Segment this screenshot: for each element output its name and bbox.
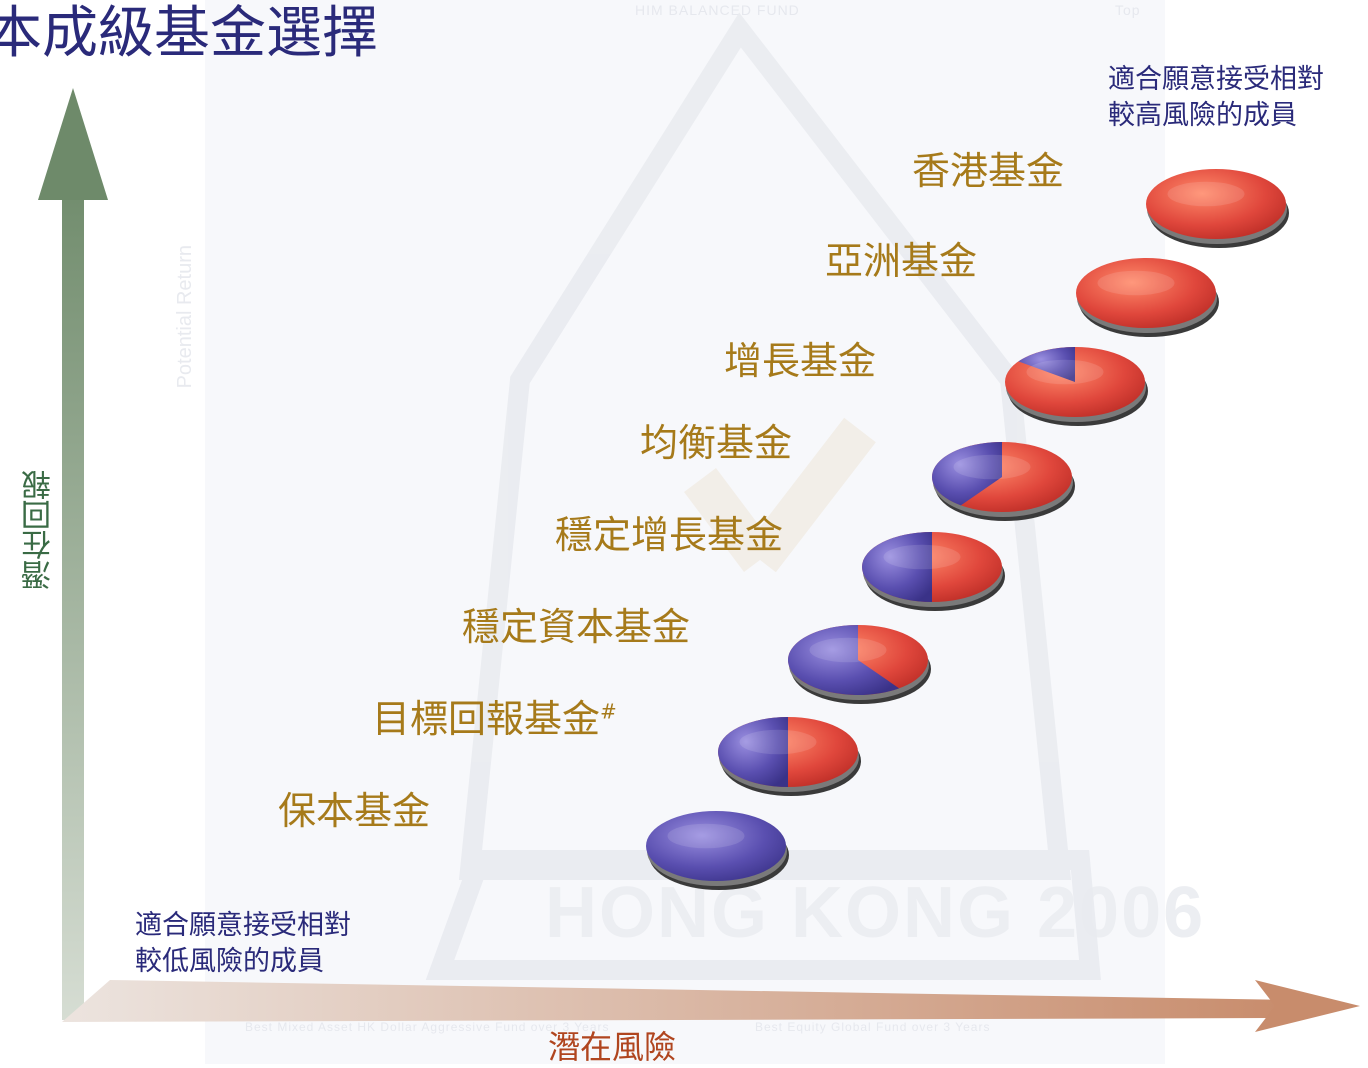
fund-disc-1	[1146, 169, 1289, 248]
fund-disc-red-slice	[1076, 258, 1216, 328]
fund-disc-blue-slice	[932, 442, 1002, 506]
watermark-top-text: HIM BALANCED FUND	[635, 2, 800, 18]
y-axis-arrow	[38, 88, 108, 1020]
fund-disc-2	[1076, 258, 1219, 337]
fund-disc-highlight	[1097, 270, 1175, 296]
fund-label-asia: 亞洲基金	[825, 239, 978, 283]
fund-label-hong-kong: 香港基金	[912, 149, 1065, 193]
fund-disc-3	[1005, 347, 1148, 426]
fund-disc-blue-slice	[787, 625, 900, 695]
fund-disc-highlight	[883, 544, 961, 570]
fund-label-balanced: 均衡基金	[640, 421, 793, 465]
fund-label-capital-guaranteed: 保本基金	[278, 789, 431, 833]
fund-disc-highlight	[809, 637, 887, 663]
fund-disc-blue-slice	[1018, 347, 1075, 382]
fund-disc-highlight	[953, 454, 1031, 480]
x-axis-arrow	[62, 980, 1360, 1032]
fund-label-growth: 增長基金	[724, 339, 877, 383]
high-risk-note-line-1: 適合願意接受相對	[1108, 64, 1324, 95]
fund-disc-5	[862, 532, 1005, 611]
fund-disc-6	[787, 625, 931, 704]
high-risk-note-line-2: 較高風險的成員	[1108, 100, 1297, 131]
x-axis-label: 潛在風險	[548, 1028, 677, 1066]
fund-disc-red-slice	[1146, 169, 1286, 239]
fund-label-target-return-text: 目標回報基金	[372, 697, 601, 741]
fund-disc-blue-slice	[718, 717, 788, 787]
page-title: 本成級基金選擇	[0, 1, 378, 66]
fund-disc-7	[718, 717, 861, 796]
fund-disc-8	[646, 811, 789, 890]
award-watermark-panel	[205, 0, 1165, 1064]
fund-disc-highlight	[667, 823, 745, 849]
fund-disc-blue-slice	[646, 811, 786, 881]
y-axis-label: 潛在回報	[22, 470, 57, 590]
watermark-top-right-text: Top	[1115, 2, 1141, 18]
watermark-bottom-right-text: Best Equity Global Fund over 3 Years	[755, 1020, 991, 1034]
low-risk-note-line-2: 較低風險的成員	[135, 946, 324, 977]
fund-disc-highlight	[1026, 359, 1104, 385]
fund-label-stable-growth: 穩定增長基金	[555, 513, 784, 557]
fund-label-capital-stable: 穩定資本基金	[462, 605, 691, 649]
high-risk-note: 適合願意接受相對 較高風險的成員	[1108, 62, 1324, 134]
fund-label-target-return: 目標回報基金#	[372, 688, 617, 743]
fund-label-target-return-mark: #	[600, 699, 617, 724]
fund-disc-4	[932, 442, 1075, 521]
fund-disc-highlight	[739, 729, 817, 755]
fund-discs	[646, 169, 1289, 890]
low-risk-note-line-1: 適合願意接受相對	[135, 910, 351, 941]
watermark-bottom-left-text: Best Mixed Asset HK Dollar Aggressive Fu…	[245, 1020, 610, 1034]
fund-disc-blue-slice	[862, 532, 932, 602]
low-risk-note: 適合願意接受相對 較低風險的成員	[135, 908, 351, 980]
fund-disc-highlight	[1167, 181, 1245, 207]
